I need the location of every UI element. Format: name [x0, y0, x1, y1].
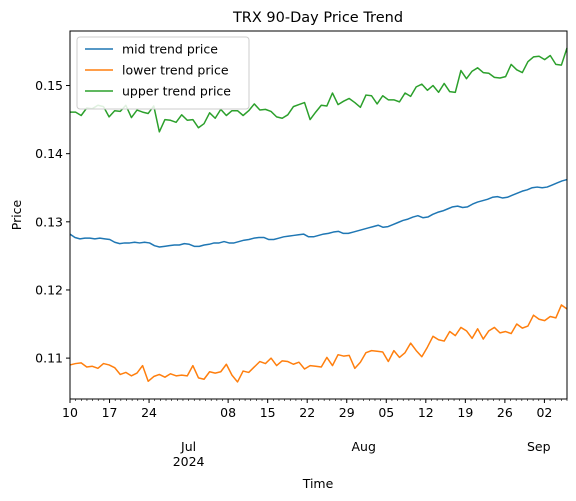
x-tick-label: 02 [536, 405, 552, 420]
x-tick-label: 05 [378, 405, 394, 420]
y-tick-label: 0.13 [35, 214, 63, 229]
x-tick-label: 08 [220, 405, 236, 420]
series-line-2 [69, 304, 568, 383]
legend-label: lower trend price [122, 63, 229, 78]
x-tick-label: 12 [418, 405, 434, 420]
legend: mid trend price lower trend price upper tr… [76, 36, 250, 110]
x-tick-label: 19 [457, 405, 473, 420]
legend-label: mid trend price [122, 42, 218, 57]
legend-label: upper trend price [122, 84, 231, 99]
x-tick-label: 17 [102, 405, 118, 420]
x-tick-label: 22 [299, 405, 315, 420]
y-tick-label: 0.15 [35, 78, 63, 93]
x-tick-label: 26 [497, 405, 513, 420]
y-axis-label: Price [9, 199, 24, 230]
x-tick-label: 24 [141, 405, 157, 420]
y-tick-label: 0.11 [35, 351, 63, 366]
x-tick-label: 15 [260, 405, 276, 420]
y-tick-label: 0.12 [35, 282, 63, 297]
y-axis: 0.11 0.12 0.13 0.14 0.15 [35, 78, 70, 366]
x-tick-label: 10 [62, 405, 78, 420]
x-axis-label: Time [302, 476, 334, 491]
series-line-1 [69, 178, 568, 248]
chart-title: TRX 90-Day Price Trend [232, 10, 403, 26]
x-month-label: Jul [180, 439, 196, 454]
y-tick-label: 0.14 [35, 146, 63, 161]
x-year-label: 2024 [173, 454, 205, 469]
x-month-label: Aug [351, 439, 375, 454]
x-month-label: Sep [527, 439, 551, 454]
x-tick-label: 29 [339, 405, 355, 420]
legend-box [76, 36, 250, 110]
